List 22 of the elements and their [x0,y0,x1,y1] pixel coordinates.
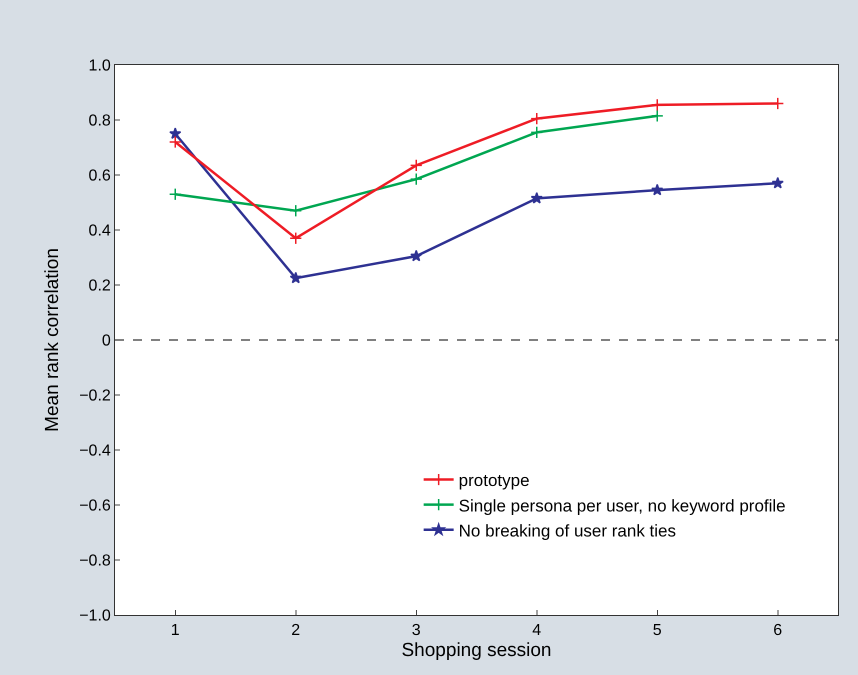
y-tick-label: −0.4 [79,442,111,460]
legend-label: Single persona per user, no keyword profile [458,496,786,516]
x-tick-label: 2 [291,622,300,640]
y-tick-label: 0 [102,332,111,350]
y-tick-label: 0.8 [88,112,111,130]
y-tick-label: −1.0 [79,608,111,625]
y-tick-label: 1.0 [88,58,111,75]
y-axis-title: Mean rank correlation [42,248,64,432]
legend-label: prototype [458,471,530,490]
x-tick-label: 5 [652,622,662,640]
y-tick-label: 0.6 [88,168,111,185]
x-tick-label: 6 [773,622,782,640]
y-tick-label: −0.2 [79,388,111,405]
y-tick-label: −0.6 [79,498,111,515]
x-tick-label: 4 [532,622,542,640]
y-tick-label: −0.8 [79,552,111,570]
x-tick-label: 3 [412,622,421,640]
y-tick-label: 0.4 [88,222,111,240]
x-axis-title: Shopping session [402,640,552,661]
x-tick-label: 1 [170,622,180,640]
legend-label: No breaking of user rank ties [458,521,676,540]
y-tick-label: 0.2 [88,278,111,295]
